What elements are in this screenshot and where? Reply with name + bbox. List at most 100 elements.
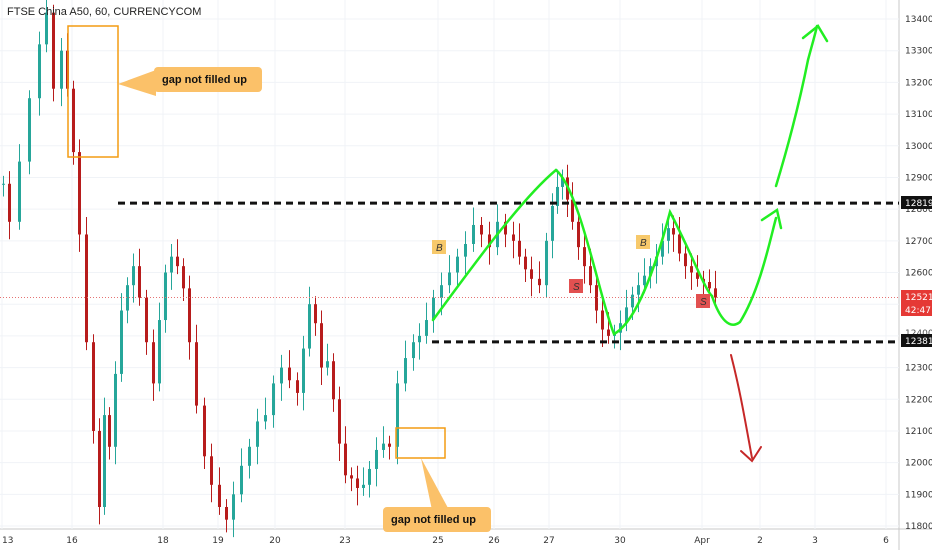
y-tick-label: 12900	[905, 173, 932, 183]
x-tick-label: 26	[488, 536, 500, 546]
candle-body	[240, 465, 243, 495]
candle-body	[218, 484, 221, 507]
candle-body	[595, 285, 598, 311]
candle-body	[518, 240, 521, 257]
candle-body	[589, 266, 592, 286]
bounce-path	[710, 216, 778, 326]
candle-body	[637, 285, 640, 295]
x-tick-label: 16	[66, 536, 78, 546]
candle-body	[412, 342, 415, 359]
candle-body	[396, 383, 399, 447]
gap-box-bottom	[395, 427, 446, 459]
candle-body	[661, 240, 664, 257]
y-tick-label: 11800	[905, 522, 932, 532]
candle-body	[126, 285, 129, 311]
candle-body	[545, 240, 548, 286]
gap-callout-bottom: gap not filled up	[383, 458, 491, 532]
candle-body	[464, 243, 467, 257]
candle-body	[530, 269, 533, 279]
candle-body	[195, 342, 198, 406]
x-tick-label: 2	[757, 536, 763, 546]
candle-body	[170, 256, 173, 273]
y-tick-label: 12700	[905, 237, 932, 247]
candle-body	[120, 310, 123, 374]
x-tick-label: 6	[883, 536, 889, 546]
candle-body	[418, 335, 421, 343]
candle-body	[404, 358, 407, 384]
candle-body	[176, 256, 179, 267]
x-tick-label: 18	[157, 536, 169, 546]
candle-body	[60, 50, 63, 89]
x-tick-label: 3	[812, 536, 818, 546]
y-tick-label: 11900	[905, 490, 932, 500]
candle-body	[264, 415, 267, 422]
y-tick-label: 13100	[905, 110, 932, 120]
candle-body	[631, 294, 634, 308]
candle-body	[145, 297, 148, 343]
candle-body	[667, 228, 670, 241]
y-tick-label: 13400	[905, 15, 932, 25]
candle-body	[332, 361, 335, 400]
candle-body	[108, 415, 111, 447]
candle-body	[607, 329, 610, 336]
bounce-arrowhead	[760, 207, 783, 230]
candle-body	[440, 285, 443, 298]
candle-body	[225, 506, 228, 520]
candle-body	[714, 288, 717, 298]
candle-body	[551, 205, 554, 241]
candle-body	[232, 494, 235, 520]
candle-body	[524, 256, 527, 270]
last-price-tag: 12521	[901, 290, 932, 303]
gap-label-bottom: gap not filled up	[391, 514, 476, 526]
candle-body	[456, 256, 459, 273]
candle-body	[158, 320, 161, 384]
candle-body	[98, 430, 101, 507]
candle-body	[425, 320, 428, 336]
candle-body	[296, 380, 299, 393]
x-tick-label: 25	[432, 536, 443, 546]
chart-title: FTSE China A50, 60, CURRENCYCOM	[7, 6, 201, 18]
candle-body	[488, 234, 491, 248]
candle-body	[78, 152, 81, 235]
candle-body	[210, 456, 213, 485]
candle-body	[2, 183, 5, 185]
candle-body	[356, 478, 359, 488]
x-tick-label: 13	[2, 536, 13, 546]
candle-body	[512, 234, 515, 241]
x-tick-label: 20	[269, 536, 281, 546]
y-tick-label: 12300	[905, 364, 932, 374]
candle-body	[114, 373, 117, 447]
candle-body	[672, 228, 675, 235]
candle-body	[577, 221, 580, 248]
buy-marker-2: B	[636, 235, 650, 249]
candle-body	[38, 44, 41, 99]
candle-body	[432, 297, 435, 321]
candle-body	[248, 446, 251, 466]
candle-body	[280, 367, 283, 384]
candle-body	[302, 348, 305, 393]
candle-body	[362, 484, 365, 488]
y-tick-label: 13300	[905, 47, 932, 57]
candle-body	[85, 234, 88, 343]
gap-callout-top: gap not filled up	[118, 67, 262, 96]
candle-body	[480, 224, 483, 235]
svg-text:B: B	[436, 243, 443, 254]
candle-body	[556, 186, 559, 206]
candle-body	[203, 405, 206, 457]
y-tick-label: 12600	[905, 269, 932, 279]
candle-body	[314, 304, 317, 324]
candle-body	[538, 278, 541, 286]
candle-body	[472, 224, 475, 244]
chart-overlays	[0, 24, 899, 463]
candle-body	[375, 449, 378, 469]
svg-text:12819: 12819	[905, 199, 932, 209]
pattern-path	[431, 168, 714, 336]
x-tick-label: 19	[212, 536, 224, 546]
candle-body	[388, 443, 391, 447]
candle-body	[52, 12, 55, 89]
gap-box-top	[67, 25, 119, 158]
candle-body	[326, 361, 329, 368]
candle-body	[138, 266, 141, 298]
